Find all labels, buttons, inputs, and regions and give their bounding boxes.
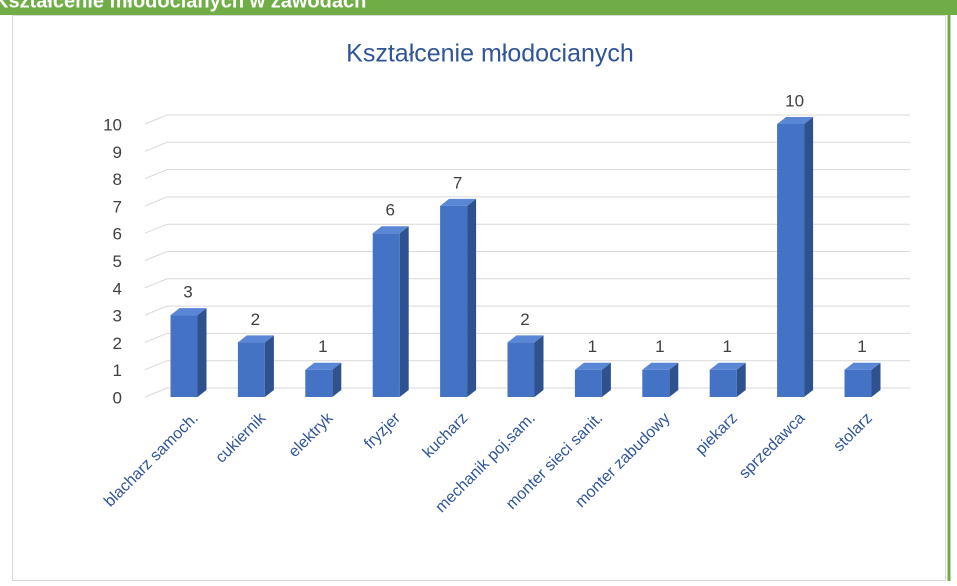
bar-face <box>264 335 274 397</box>
y-tick-label: 1 <box>113 361 122 380</box>
grid-line <box>144 305 910 316</box>
bar-face <box>777 124 805 397</box>
bar-face <box>709 369 737 397</box>
data-label: 2 <box>251 310 260 329</box>
y-tick-label: 4 <box>113 279 122 298</box>
bar-face <box>440 205 468 397</box>
data-label: 1 <box>722 337 731 356</box>
bar-face <box>305 369 333 397</box>
bar <box>777 117 814 397</box>
grid-line <box>144 114 910 125</box>
bar <box>844 362 881 397</box>
grid-line <box>144 251 910 261</box>
header-bar <box>0 0 957 15</box>
bar-face <box>170 308 207 316</box>
bar <box>170 308 207 397</box>
chart-title: Kształcenie młodocianych <box>346 40 634 68</box>
bar-face <box>642 362 679 370</box>
y-tick-label: 8 <box>113 170 122 189</box>
bar-face <box>669 362 679 397</box>
grid-line <box>144 278 910 289</box>
bar-face <box>372 226 409 234</box>
bar <box>305 362 342 397</box>
grid-line <box>144 360 910 371</box>
data-label: 1 <box>588 337 597 356</box>
y-tick-label: 10 <box>103 115 122 134</box>
bar-face <box>305 362 342 370</box>
bar-face <box>170 315 198 397</box>
grid-line <box>144 169 910 180</box>
bar <box>574 362 611 397</box>
bar-face <box>844 362 881 370</box>
bar-face <box>804 117 814 397</box>
bar-face <box>736 362 746 397</box>
bar-face <box>237 335 274 343</box>
bar-face <box>709 362 746 370</box>
bar-face <box>777 117 814 124</box>
bar-face <box>507 342 535 397</box>
bar-face <box>440 198 477 206</box>
bar <box>642 362 679 397</box>
y-tick-label: 2 <box>113 334 122 353</box>
bar <box>440 198 477 397</box>
bar-face <box>574 362 611 370</box>
bar-face <box>601 362 611 397</box>
bar <box>237 335 274 397</box>
y-tick-label: 5 <box>113 252 122 271</box>
data-label: 1 <box>655 337 664 356</box>
bar-face <box>467 198 477 397</box>
data-label: 1 <box>318 337 327 356</box>
data-label: 7 <box>453 173 462 192</box>
data-label: 10 <box>785 91 804 110</box>
grid-line <box>144 196 910 207</box>
bar-face <box>332 362 342 397</box>
bar-face <box>399 226 409 397</box>
data-label: 3 <box>183 283 192 302</box>
bar-face <box>574 369 602 397</box>
y-tick-label: 0 <box>113 388 122 407</box>
y-tick-label: 9 <box>113 143 122 162</box>
bar <box>372 226 409 397</box>
bar-face <box>844 369 872 397</box>
data-label: 1 <box>857 337 866 356</box>
y-tick-label: 3 <box>113 307 122 326</box>
data-label: 6 <box>385 201 394 220</box>
header-title: Kształcenie młodocianych w zawodach <box>0 0 366 12</box>
bar-face <box>534 335 544 397</box>
grid-line <box>144 141 910 152</box>
bar-face <box>372 233 400 397</box>
grid-line <box>144 223 910 234</box>
bar <box>709 362 746 397</box>
bar-face <box>507 335 544 343</box>
y-tick-label: 6 <box>113 225 122 244</box>
bar-face <box>197 308 207 397</box>
grid-line <box>144 332 910 343</box>
data-label: 2 <box>520 310 529 329</box>
bar-face <box>871 362 881 397</box>
y-tick-label: 7 <box>113 197 122 216</box>
bar <box>507 335 544 397</box>
bar-face <box>237 342 265 397</box>
bar-face <box>642 369 670 397</box>
